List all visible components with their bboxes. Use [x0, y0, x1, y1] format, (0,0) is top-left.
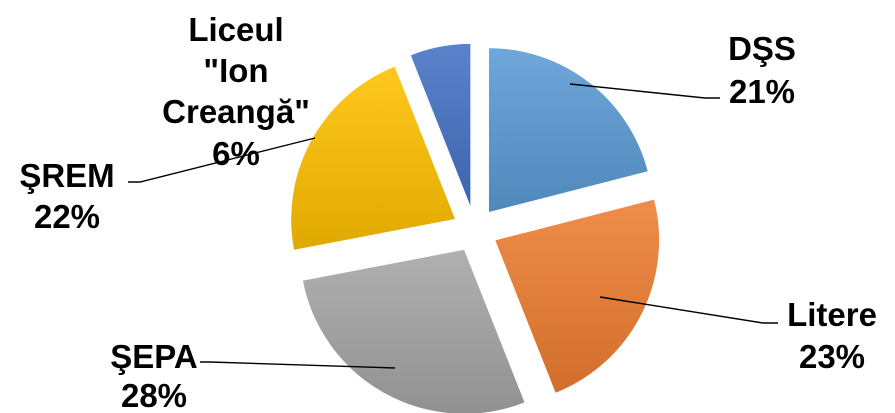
pie-slices [290, 42, 661, 413]
slice-name-litere: Litere [787, 296, 877, 333]
slice-name-liceul-line3: Creangă" [162, 93, 310, 130]
pie-slice-litere [493, 198, 661, 395]
slice-percent-sepa: 28% [121, 377, 187, 413]
leader-line-litere [599, 296, 778, 324]
pie-slice-dss [487, 47, 649, 214]
slice-percent-srem: 22% [34, 198, 100, 235]
slice-label-dss: DŞS [728, 30, 796, 67]
pie-slice-sepa [301, 248, 526, 413]
leader-line-srem [128, 137, 316, 183]
slice-name-liceul-line1: Liceul [188, 11, 283, 48]
leader-line-dss [569, 83, 720, 99]
slice-name-srem: ŞREM [19, 157, 114, 194]
leader-lines [128, 83, 778, 369]
pie-slice-srem [290, 65, 457, 251]
leader-line-sepa [200, 361, 396, 369]
slice-name-sepa: ŞEPA [110, 338, 197, 375]
slice-name-dss: DŞS [728, 30, 796, 67]
slice-percent-litere: 23% [799, 338, 865, 375]
pie-slice-liceul [409, 42, 472, 209]
slice-percent-dss: 21% [729, 73, 795, 110]
slice-name-liceul-line2: "Ion [203, 52, 268, 89]
slice-percent-liceul: 6% [212, 135, 260, 172]
